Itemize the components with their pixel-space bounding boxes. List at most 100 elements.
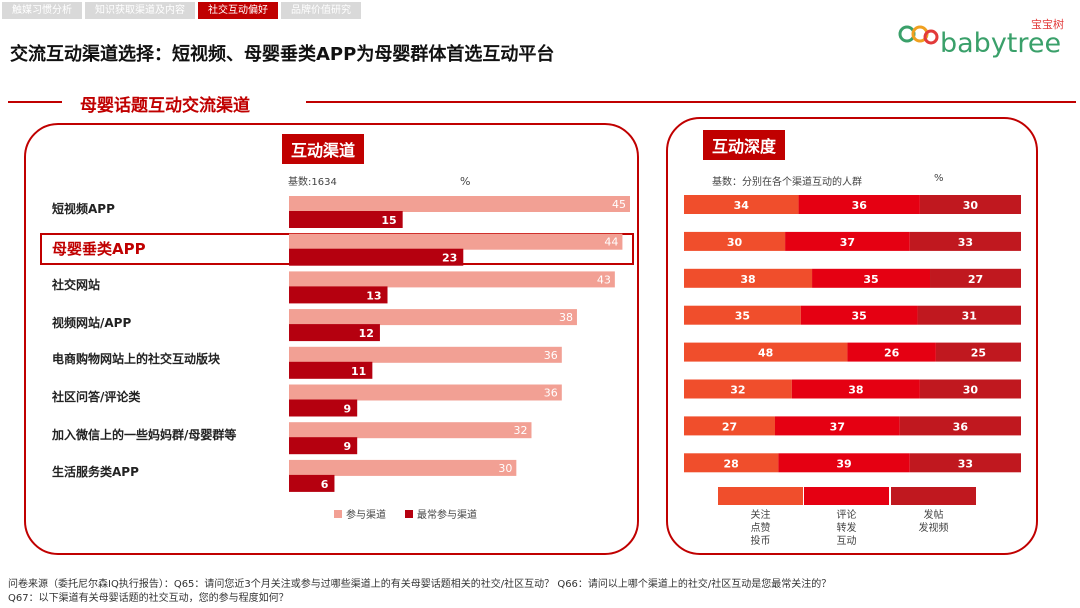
stacked-segment <box>917 305 1021 325</box>
stacked-segment-label: 36 <box>852 199 868 212</box>
category-label: 加入微信上的一些妈妈群/母婴群等 <box>52 428 237 442</box>
stacked-segment <box>684 342 848 362</box>
stacked-segment-label: 35 <box>852 310 867 323</box>
bar-most-frequent <box>289 399 358 417</box>
stacked-segment-label: 35 <box>735 310 750 323</box>
legend-label-depth: 发帖 <box>924 508 944 521</box>
bar-participation-label: 43 <box>597 273 611 286</box>
stacked-segment-label: 30 <box>963 199 979 212</box>
stacked-segment-label: 48 <box>758 347 773 360</box>
legend-label-depth: 关注 <box>751 508 771 521</box>
depth-panel <box>666 117 1038 555</box>
legend-label-depth: 投币 <box>751 534 771 547</box>
babytree-logo-icon <box>898 25 939 45</box>
bar-participation <box>289 233 623 250</box>
logo-en: babytree <box>940 28 1062 59</box>
stacked-segment-label: 30 <box>727 236 743 249</box>
channel-base-note: 基数:1634 <box>288 177 337 188</box>
bar-most-frequent-label: 23 <box>442 252 457 265</box>
legend-swatch-depth <box>718 487 803 505</box>
stacked-segment-label: 31 <box>962 310 977 323</box>
stacked-segment <box>774 416 900 436</box>
legend-label-depth: 互动 <box>837 535 857 547</box>
stacked-segment <box>684 268 813 288</box>
stacked-segment <box>684 379 792 399</box>
stacked-segment <box>919 379 1021 399</box>
bar-participation-label: 38 <box>559 311 573 324</box>
tab-brand-value[interactable]: 品牌价值研究 <box>281 2 361 19</box>
bar-most-frequent <box>289 248 464 266</box>
legend-label-depth: 转发 <box>837 521 857 534</box>
bar-participation <box>289 271 615 288</box>
tab-social-interaction[interactable]: 社交互动偏好 <box>198 2 278 19</box>
stacked-segment <box>919 195 1021 214</box>
legend-label-depth: 评论 <box>837 508 857 521</box>
stacked-segment <box>684 453 779 473</box>
bar-participation <box>289 384 562 401</box>
page-title: 交流互动渠道选择：短视频、母婴垂类APP为母婴群体首选互动平台 <box>10 44 555 65</box>
category-label: 社区问答/评论类 <box>52 390 141 404</box>
stacked-segment-label: 39 <box>836 457 851 470</box>
stacked-segment-label: 38 <box>740 273 755 286</box>
stacked-segment <box>778 453 910 473</box>
category-label: 视频网站/APP <box>52 316 132 330</box>
bar-participation <box>289 309 577 326</box>
stacked-segment <box>909 231 1021 251</box>
depth-chart-title: 互动深度 <box>703 130 786 160</box>
legend-label-participation: 参与渠道 <box>346 508 386 521</box>
legend-label-most-frequent: 最常参与渠道 <box>417 508 477 521</box>
bar-most-frequent-label: 13 <box>366 289 381 302</box>
stacked-segment <box>785 231 910 251</box>
section-divider-left <box>8 101 62 103</box>
stacked-segment-label: 38 <box>848 384 863 397</box>
logo-cn: 宝宝树 <box>1031 18 1064 31</box>
bar-most-frequent <box>289 286 388 304</box>
channel-unit: % <box>460 175 471 188</box>
bar-most-frequent <box>289 361 373 379</box>
stacked-segment-label: 37 <box>840 236 855 249</box>
bar-most-frequent-label: 15 <box>381 214 396 227</box>
depth-base-note: 基数：分别在各个渠道互动的人群 <box>712 177 862 188</box>
stacked-segment-label: 34 <box>734 199 750 212</box>
stacked-segment <box>798 195 920 214</box>
bar-most-frequent <box>289 437 358 455</box>
bar-participation-label: 45 <box>612 198 626 211</box>
tab-media-habits[interactable]: 触媒习惯分析 <box>2 2 82 19</box>
stacked-segment <box>812 268 931 288</box>
category-label: 生活服务类APP <box>52 465 139 479</box>
stacked-segment-label: 28 <box>724 457 739 470</box>
bar-most-frequent-label: 6 <box>321 478 329 491</box>
stacked-segment <box>935 342 1021 362</box>
stacked-segment-label: 27 <box>968 273 983 286</box>
bar-participation <box>289 459 517 476</box>
stacked-segment-label: 35 <box>863 273 878 286</box>
stacked-segment-label: 37 <box>830 420 845 433</box>
category-label: 短视频APP <box>52 202 115 216</box>
channel-chart-title: 互动渠道 <box>282 134 365 164</box>
stacked-segment-label: 25 <box>971 347 986 360</box>
bar-most-frequent-label: 9 <box>344 440 352 453</box>
bar-most-frequent <box>289 474 335 492</box>
babytree-logo: 宝宝树 babytree <box>898 14 1068 59</box>
stacked-segment <box>684 231 786 251</box>
stacked-segment-label: 26 <box>884 347 900 360</box>
bar-participation <box>289 346 562 363</box>
category-label-highlight: 母婴垂类APP <box>52 240 146 258</box>
stacked-segment <box>909 453 1021 473</box>
bar-participation-label: 36 <box>544 387 558 400</box>
bar-participation-label: 30 <box>498 462 512 475</box>
source-note-line1: 问卷来源（委托尼尔森IQ执行报告）：Q65：请问您近3个月关注或参与过哪些渠道上… <box>8 579 832 590</box>
tab-knowledge-channels[interactable]: 知识获取渠道及内容 <box>85 2 195 19</box>
legend-label-depth: 点赞 <box>751 521 771 534</box>
legend-swatch-depth <box>891 487 976 505</box>
section-divider-right <box>306 101 1076 103</box>
stacked-segment <box>684 195 799 214</box>
stacked-segment <box>791 379 920 399</box>
stacked-segment-label: 33 <box>958 236 973 249</box>
stacked-segment <box>847 342 936 362</box>
bar-participation <box>289 196 630 212</box>
bar-participation-label: 32 <box>513 424 527 437</box>
bar-participation-label: 36 <box>544 349 558 362</box>
legend-swatch-most-frequent <box>405 510 413 518</box>
